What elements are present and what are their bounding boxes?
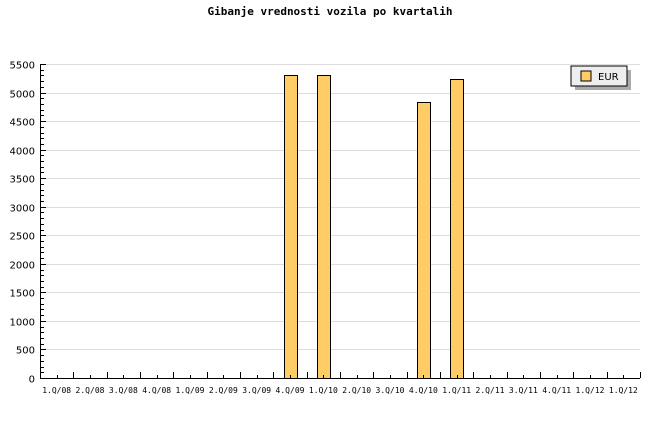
x-tick-label: 4.Q/09: [276, 386, 305, 395]
y-tick-label: 500: [16, 346, 35, 357]
grid: [40, 64, 640, 350]
bars: [284, 75, 464, 379]
y-tick-label: 2500: [10, 232, 35, 243]
axes: 0 500 1000 1500 2000 2500 3000 3500 4000 4500 5000…: [10, 61, 641, 395]
legend-label: EUR: [598, 72, 619, 83]
x-tick-label: 3.Q/09: [242, 386, 271, 395]
x-tick-label: 4.Q/08: [142, 386, 171, 395]
y-tick-label: 4000: [10, 147, 35, 158]
x-tick-label: 1.Q/10: [309, 386, 338, 395]
bar-4.Q/10: [417, 102, 431, 379]
x-tick-label: 4.Q/11: [542, 386, 571, 395]
legend: EUR: [570, 65, 631, 90]
x-tick-label: 3.Q/08: [109, 386, 138, 395]
y-tick-label: 3500: [10, 175, 35, 186]
x-tick-label: 2.Q/11: [476, 386, 505, 395]
y-tick-label: 1500: [10, 289, 35, 300]
y-tick-label: 0: [29, 375, 35, 386]
x-tick-label: 1.Q/08: [42, 386, 71, 395]
y-tick-label: 2000: [10, 261, 35, 272]
y-tick-label: 5500: [10, 61, 35, 72]
y-tick-label: 4500: [10, 118, 35, 129]
y-tick-label: 5000: [10, 90, 35, 101]
chart-title: Gibanje vrednosti vozila po kvartalih: [207, 5, 452, 18]
y-tick-label: 1000: [10, 318, 35, 329]
x-tick-label: 1.Q/12: [576, 386, 605, 395]
x-tick-label: 3.Q/10: [376, 386, 405, 395]
x-tick-label: 2.Q/10: [342, 386, 371, 395]
x-tick-label: 1.Q/11: [442, 386, 471, 395]
legend-swatch: [580, 70, 592, 82]
bar-4.Q/09: [284, 75, 298, 379]
bar-1.Q/11: [450, 79, 464, 379]
x-tick-label: 4.Q/10: [409, 386, 438, 395]
y-tick-label: 3000: [10, 204, 35, 215]
x-tick-label: 2.Q/08: [76, 386, 105, 395]
x-tick-label: 3.Q/11: [509, 386, 538, 395]
bar-1.Q/10: [317, 75, 331, 379]
x-tick-label: 2.Q/09: [209, 386, 238, 395]
x-tick-label: 1.Q/09: [176, 386, 205, 395]
x-tick-label: 1.Q/12: [609, 386, 638, 395]
